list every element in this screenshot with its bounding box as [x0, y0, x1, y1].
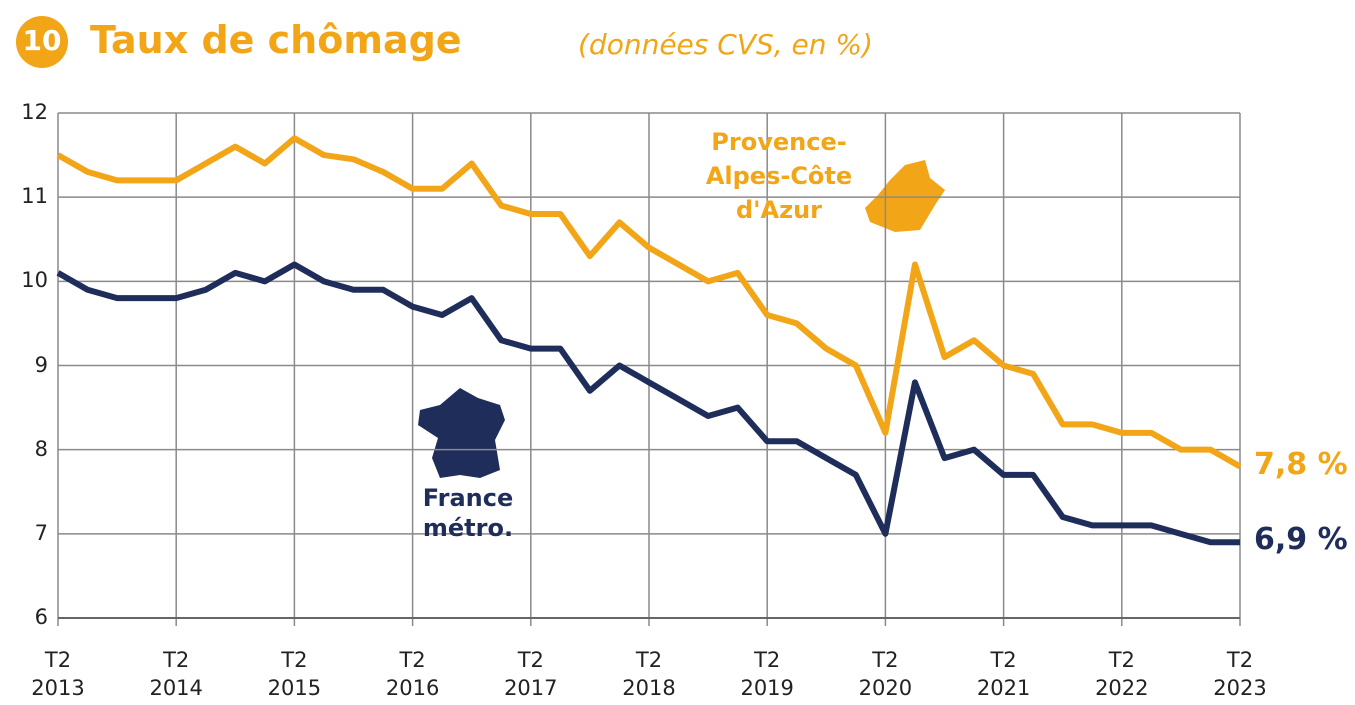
paca-map-icon [865, 160, 945, 232]
x-tick-label: T2 2019 [740, 648, 794, 700]
x-tick-label: T2 2022 [1095, 648, 1149, 700]
x-tick-label: T2 2015 [267, 648, 322, 700]
x-tick-label: T2 2018 [622, 648, 676, 700]
x-tick-label: T2 2016 [385, 648, 440, 700]
y-tick-label: 9 [34, 352, 48, 377]
y-tick-label: 10 [21, 268, 48, 293]
series-label: Provence-Alpes-Côte d'Azur [705, 128, 853, 224]
chart-subtitle: (données CVS, en %) [578, 28, 873, 61]
x-tick-label: T2 2014 [149, 648, 203, 700]
x-tick-label: T2 2020 [858, 648, 913, 700]
y-tick-label: 12 [21, 100, 48, 124]
y-tick-label: 11 [21, 184, 48, 209]
x-tick-label: T2 2017 [504, 648, 558, 700]
x-tick-label: T2 2023 [1213, 648, 1267, 700]
y-tick-label: 6 [34, 605, 48, 629]
badge: 10 [22, 24, 62, 57]
series-line [56, 261, 1240, 546]
badge-circle [16, 16, 68, 68]
x-tick-label: T2 2013 [31, 648, 85, 700]
end-value-label: 6,9 % [1254, 522, 1348, 558]
series-label: France métro. [422, 484, 514, 542]
y-tick-label: 8 [34, 436, 48, 461]
chart-title: Taux de chômage [90, 18, 462, 62]
end-value-label: 7,8 % [1254, 446, 1348, 482]
x-tick-label: T2 2021 [976, 648, 1031, 700]
france-map-icon [418, 388, 505, 478]
y-tick-label: 7 [34, 520, 48, 545]
series-line [56, 135, 1242, 470]
